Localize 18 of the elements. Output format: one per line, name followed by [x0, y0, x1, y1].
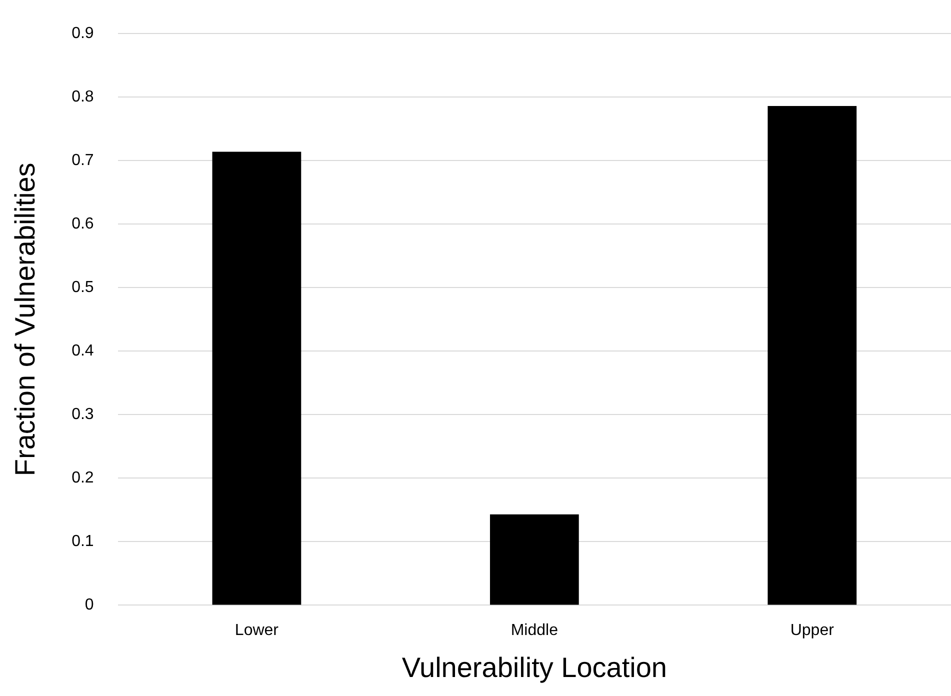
bar: [490, 514, 579, 605]
y-tick-label: 0.1: [72, 533, 94, 550]
bar: [212, 152, 302, 605]
x-tick-label: Lower: [234, 622, 280, 640]
y-tick-label: 0.2: [72, 470, 94, 487]
y-tick-label: 0.8: [72, 88, 94, 106]
y-tick-label: 0.9: [72, 25, 94, 42]
y-tick-label: 0.4: [72, 342, 94, 360]
y-axis-title: Fraction of Vulnerabilities: [10, 162, 41, 476]
y-tick-label: 0.6: [72, 216, 94, 233]
bar: [768, 106, 857, 605]
x-tick-label: Upper: [790, 622, 835, 640]
y-tick-label: 0.5: [72, 279, 94, 296]
y-tick-label: 0.3: [72, 406, 94, 424]
y-tick-label: 0: [84, 596, 94, 614]
x-axis-title: Vulnerability Location: [402, 652, 667, 683]
x-tick-label: Middle: [510, 622, 558, 640]
y-tick-label: 0.7: [72, 152, 94, 170]
